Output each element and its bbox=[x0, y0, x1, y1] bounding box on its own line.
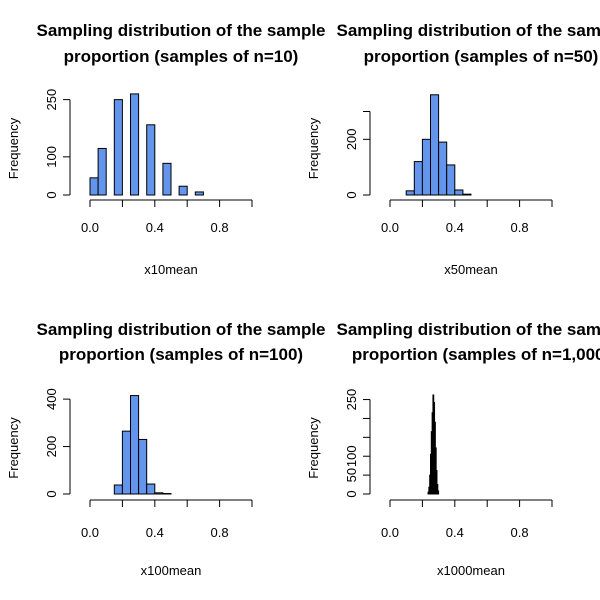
histogram-panel-4: Sampling distribution of the sample propo… bbox=[306, 320, 600, 578]
chart-title-line: Sampling distribution of the sample bbox=[336, 320, 600, 339]
chart-title-line: proportion (samples of n=50) bbox=[364, 47, 599, 66]
y-axis-label: Frequency bbox=[6, 117, 21, 179]
chart-title-line: Sampling distribution of the sample bbox=[336, 21, 600, 40]
histogram-bar bbox=[462, 193, 472, 196]
histogram-bar bbox=[405, 190, 415, 196]
histogram-bar bbox=[162, 162, 172, 196]
x-tick-label: 0.4 bbox=[446, 525, 464, 540]
y-tick-label: 250 bbox=[344, 389, 359, 411]
y-tick-label: 50 bbox=[344, 468, 359, 482]
y-tick-label: 100 bbox=[344, 445, 359, 467]
histogram-bar bbox=[138, 438, 148, 495]
y-tick-label: 250 bbox=[44, 89, 59, 111]
histogram-panel-1: Sampling distribution of the sample propo… bbox=[6, 21, 326, 277]
histogram-bar bbox=[413, 161, 423, 196]
y-axis-label: Frequency bbox=[306, 417, 321, 479]
histogram-bar bbox=[89, 177, 99, 196]
x-tick-label: 0.0 bbox=[81, 220, 99, 235]
histogram-bar bbox=[146, 483, 156, 495]
histogram-bar bbox=[437, 490, 440, 495]
y-tick-label: 400 bbox=[44, 388, 59, 410]
x-axis-label: x100mean bbox=[141, 563, 202, 578]
y-tick-label: 0 bbox=[344, 191, 359, 198]
y-tick-label: 200 bbox=[44, 436, 59, 458]
histogram-bar bbox=[113, 484, 123, 495]
y-axis-label: Frequency bbox=[306, 117, 321, 179]
chart-title-line: Sampling distribution of the sample bbox=[36, 21, 325, 40]
histogram-bar bbox=[130, 93, 140, 196]
y-tick-label: 0 bbox=[44, 490, 59, 497]
x-tick-label: 0.4 bbox=[446, 220, 464, 235]
x-tick-label: 0.0 bbox=[381, 220, 399, 235]
x-tick-label: 0.8 bbox=[211, 525, 229, 540]
x-tick-label: 0.0 bbox=[81, 525, 99, 540]
x-tick-label: 0.8 bbox=[211, 220, 229, 235]
x-axis-label: x10mean bbox=[144, 262, 197, 277]
histogram-bar bbox=[194, 191, 204, 196]
x-tick-label: 0.8 bbox=[511, 525, 529, 540]
x-axis-label: x50mean bbox=[444, 262, 497, 277]
chart-title-line: proportion (samples of n=1,000) bbox=[352, 345, 600, 364]
y-tick-label: 100 bbox=[44, 146, 59, 168]
y-tick-label: 200 bbox=[344, 128, 359, 150]
histogram-bar bbox=[438, 141, 448, 196]
y-tick-label: 0 bbox=[44, 191, 59, 198]
x-tick-label: 0.8 bbox=[511, 220, 529, 235]
x-axis-label: x1000mean bbox=[437, 563, 505, 578]
chart-title-line: proportion (samples of n=10) bbox=[64, 47, 299, 66]
histogram-bar bbox=[446, 164, 456, 196]
histogram-bar bbox=[121, 430, 132, 495]
x-tick-label: 0.4 bbox=[146, 220, 164, 235]
y-tick-label: 0 bbox=[344, 490, 359, 497]
histogram-bar bbox=[454, 189, 464, 196]
histogram-bar bbox=[146, 124, 156, 196]
histogram-bar bbox=[430, 94, 440, 196]
y-axis-label: Frequency bbox=[6, 417, 21, 479]
chart-title-line: proportion (samples of n=100) bbox=[59, 345, 303, 364]
histogram-bar bbox=[113, 99, 123, 196]
chart-title-line: Sampling distribution of the sample bbox=[36, 320, 325, 339]
histogram-bar bbox=[97, 147, 107, 196]
x-tick-label: 0.4 bbox=[146, 525, 164, 540]
histogram-bar bbox=[130, 395, 140, 495]
histogram-bar bbox=[178, 185, 188, 196]
histogram-bar bbox=[154, 492, 164, 495]
histogram-bar bbox=[421, 138, 431, 196]
histogram-panel-3: Sampling distribution of the sample propo… bbox=[6, 320, 326, 578]
histogram-panel-2: Sampling distribution of the sample propo… bbox=[306, 21, 600, 277]
x-tick-label: 0.0 bbox=[381, 525, 399, 540]
